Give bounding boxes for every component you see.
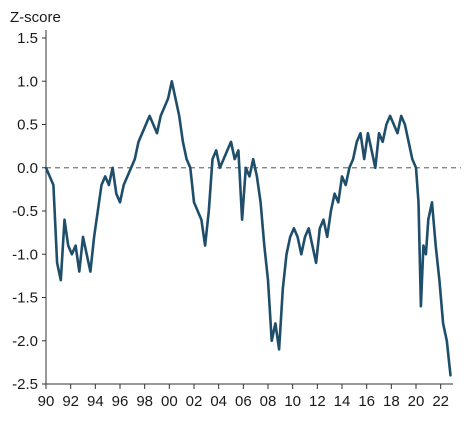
x-tick-label: 10 bbox=[284, 393, 301, 410]
y-tick-label: 0.0 bbox=[17, 160, 38, 177]
y-tick-label: -2.5 bbox=[12, 376, 38, 393]
x-tick-label: 08 bbox=[260, 393, 277, 410]
x-tick-label: 22 bbox=[432, 393, 449, 410]
y-tick-label: 1.5 bbox=[17, 30, 38, 47]
x-tick-label: 02 bbox=[186, 393, 203, 410]
x-tick-label: 06 bbox=[235, 393, 252, 410]
y-axis-title: Z-score bbox=[10, 9, 61, 26]
x-tick-label: 20 bbox=[408, 393, 425, 410]
x-tick-label: 90 bbox=[38, 393, 55, 410]
x-axis: 90 92 94 96 98 00 02 04 06 08 10 12 14 16 18 20 22 bbox=[38, 383, 453, 410]
y-tick-label: 0.5 bbox=[17, 117, 38, 134]
y-tick-label: -0.5 bbox=[12, 203, 38, 220]
x-tick-label: 92 bbox=[62, 393, 79, 410]
x-tick-label: 98 bbox=[136, 393, 153, 410]
x-tick-label: 18 bbox=[383, 393, 400, 410]
y-tick-label: -2.0 bbox=[12, 333, 38, 350]
x-tick-label: 96 bbox=[112, 393, 129, 410]
x-tick-label: 16 bbox=[358, 393, 375, 410]
y-tick-label: -1.0 bbox=[12, 246, 38, 263]
series-layer bbox=[44, 80, 452, 377]
x-tick-label: 12 bbox=[309, 393, 326, 410]
y-tick-label: -1.5 bbox=[12, 290, 38, 307]
x-tick-label: 00 bbox=[161, 393, 178, 410]
y-axis: 1.5 1.0 0.5 0.0 -0.5 -1.0 -1.5 -2.0 -2.5 bbox=[12, 30, 47, 393]
x-tick-label: 94 bbox=[87, 393, 104, 410]
y-tick-label: 1.0 bbox=[17, 73, 38, 90]
x-tick-label: 04 bbox=[210, 393, 227, 410]
x-tick-label: 14 bbox=[334, 393, 351, 410]
series-line bbox=[44, 80, 452, 377]
